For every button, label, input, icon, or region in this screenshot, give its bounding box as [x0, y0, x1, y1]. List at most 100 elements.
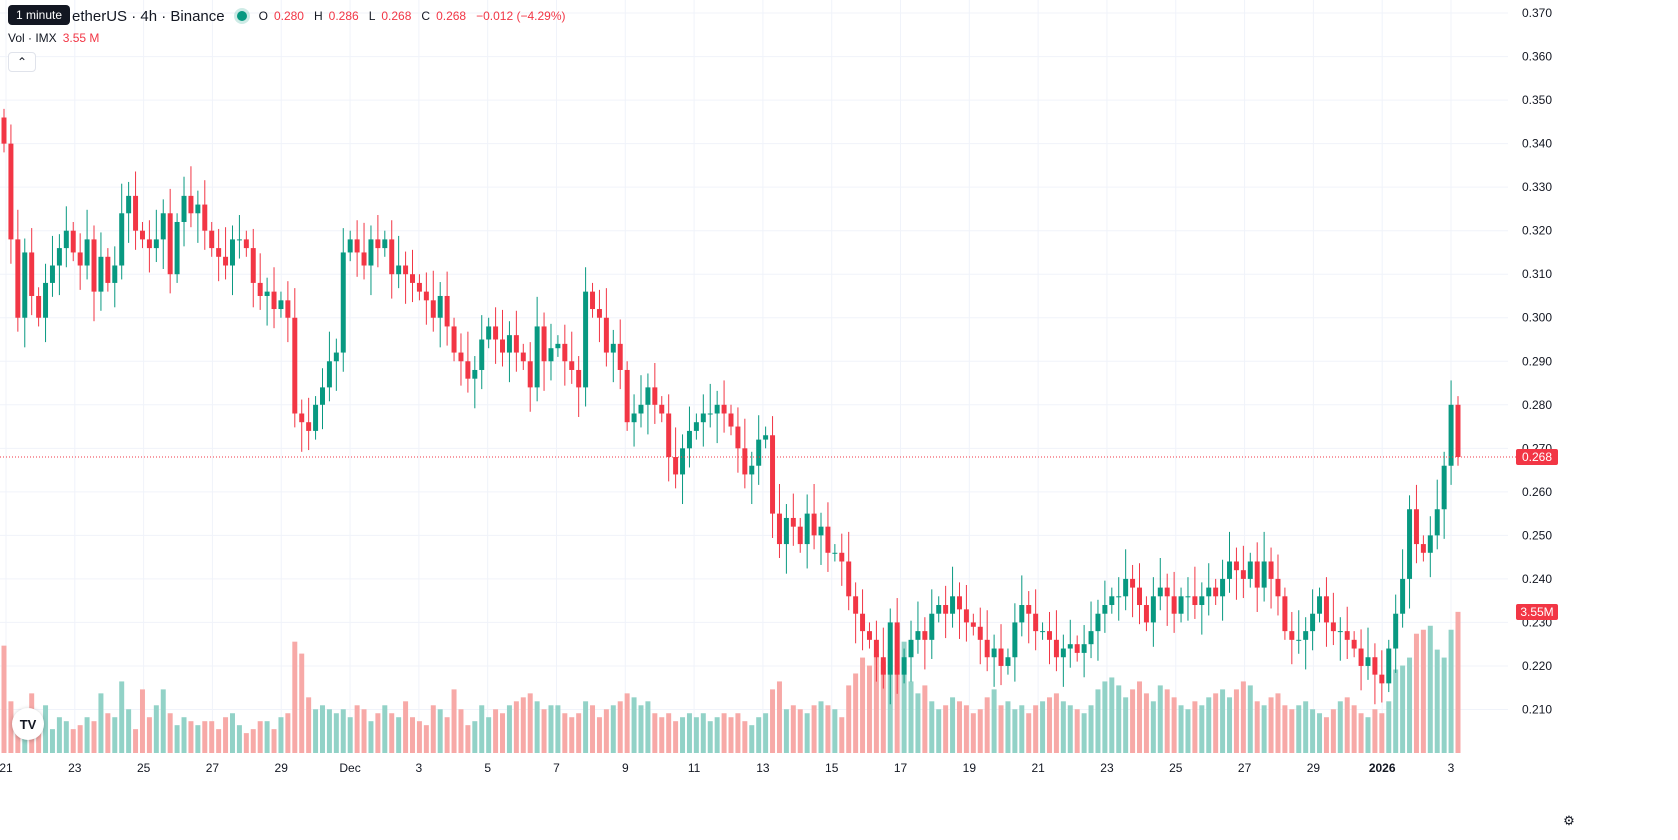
market-status-icon[interactable] [236, 11, 247, 21]
candle-body [901, 657, 907, 675]
candle-body [1067, 644, 1073, 649]
volume-bar [333, 713, 339, 753]
candle-body [728, 413, 734, 427]
candle-body [894, 622, 900, 675]
candle-body [299, 413, 305, 423]
candle-body [652, 387, 658, 405]
volume-bar [970, 713, 976, 753]
price-axis[interactable]: 0.370 0.360 0.350 0.340 0.330 0.320 0.310 0.300… [1522, 6, 1552, 716]
candle-body [520, 352, 526, 362]
volume-bar [1220, 689, 1226, 753]
volume-bar [181, 717, 187, 753]
candle-body [624, 369, 630, 423]
candle-body [749, 465, 755, 475]
chevron-up-icon: ⌃ [16, 55, 28, 69]
candle-body [271, 291, 277, 310]
candle-body [465, 361, 471, 379]
candle-body [410, 274, 415, 283]
tradingview-logo-icon[interactable]: TV [12, 708, 44, 740]
candle-body [922, 631, 928, 640]
volume-bar [513, 701, 519, 753]
gear-icon[interactable]: ⚙ [1563, 813, 1575, 828]
time-tick-label: 15 [825, 761, 839, 775]
candle-body [174, 221, 180, 275]
volume-bar [846, 685, 852, 753]
grid [0, 0, 1508, 753]
volume-bar [146, 717, 152, 753]
candle-body [714, 404, 720, 414]
volume-bar [1171, 697, 1177, 753]
last-volume-tag: 3.55M [1516, 603, 1558, 620]
candle-body [1233, 561, 1239, 571]
volume-bar [922, 685, 928, 753]
volume-bar [1033, 705, 1039, 753]
time-tick-label: 7 [553, 761, 560, 775]
candle-body [70, 230, 76, 253]
volume-bar [991, 689, 997, 753]
volume-bar [493, 709, 499, 753]
candle-body [756, 439, 762, 466]
candle-body [112, 265, 118, 283]
price-tick-label: 0.300 [1522, 311, 1552, 325]
candle-body [915, 631, 921, 640]
volume-bar [1095, 689, 1101, 753]
candle-body [970, 622, 976, 627]
volume-bar [686, 713, 692, 753]
candle-body [1247, 561, 1253, 579]
volume-bar [236, 725, 242, 753]
time-axis[interactable]: 21 23 25 27 29 Dec 3 5 7 9 11 13 15 17 19 21 23 25 27 29 202… [0, 761, 1455, 775]
volume-legend-label[interactable]: Vol · IMX [8, 31, 57, 45]
volume-bar [680, 717, 686, 753]
volume-bar [320, 705, 325, 753]
symbol-title[interactable]: etherUS · 4h · Binance [72, 7, 225, 25]
candle-body [43, 282, 49, 318]
candle-body [216, 248, 222, 257]
volume-bar [977, 709, 983, 753]
candle-body [84, 239, 90, 266]
candle-body [243, 239, 249, 249]
candle-body [1448, 404, 1454, 466]
candle-body [486, 326, 492, 340]
collapse-legend-button[interactable]: ⌃ [8, 52, 36, 72]
volume-bar [721, 713, 727, 753]
candle-body [742, 448, 748, 475]
candle-body [1441, 465, 1447, 510]
candle-body [790, 517, 796, 527]
volume-bar [472, 721, 478, 753]
candle-body [908, 639, 914, 658]
candle-body [403, 265, 409, 275]
candle-body [313, 404, 319, 431]
candle-body [430, 300, 436, 318]
candle-body [562, 343, 568, 362]
candle-body [1240, 570, 1246, 579]
volume-bar [943, 705, 949, 753]
candle-body [188, 195, 194, 214]
price-tick-label: 0.280 [1522, 398, 1552, 412]
candle-body [1137, 587, 1142, 606]
time-tick-label: 25 [137, 761, 151, 775]
candle-body [1060, 648, 1066, 658]
candle-body [1185, 596, 1191, 598]
volume-bar [133, 729, 139, 753]
volume-bar [1254, 701, 1260, 753]
candle-body [673, 457, 679, 475]
candle-body [320, 387, 325, 405]
volume-bar [783, 709, 789, 753]
candle-body [202, 204, 208, 231]
volume-bar [444, 717, 450, 753]
volume-bar [1420, 629, 1426, 753]
candle-body [1123, 578, 1129, 597]
candlesticks [1, 108, 1461, 705]
volume-bar [770, 689, 776, 753]
candle-body [1400, 578, 1406, 614]
candle-body [576, 369, 582, 388]
candle-body [479, 339, 485, 370]
volume-bar [693, 717, 699, 753]
volume-bar [1317, 713, 1323, 753]
volume-bar [91, 721, 97, 753]
candle-body [1213, 587, 1219, 597]
candle-body [292, 317, 298, 414]
volume-bar [1351, 705, 1357, 753]
candle-body [929, 613, 935, 640]
